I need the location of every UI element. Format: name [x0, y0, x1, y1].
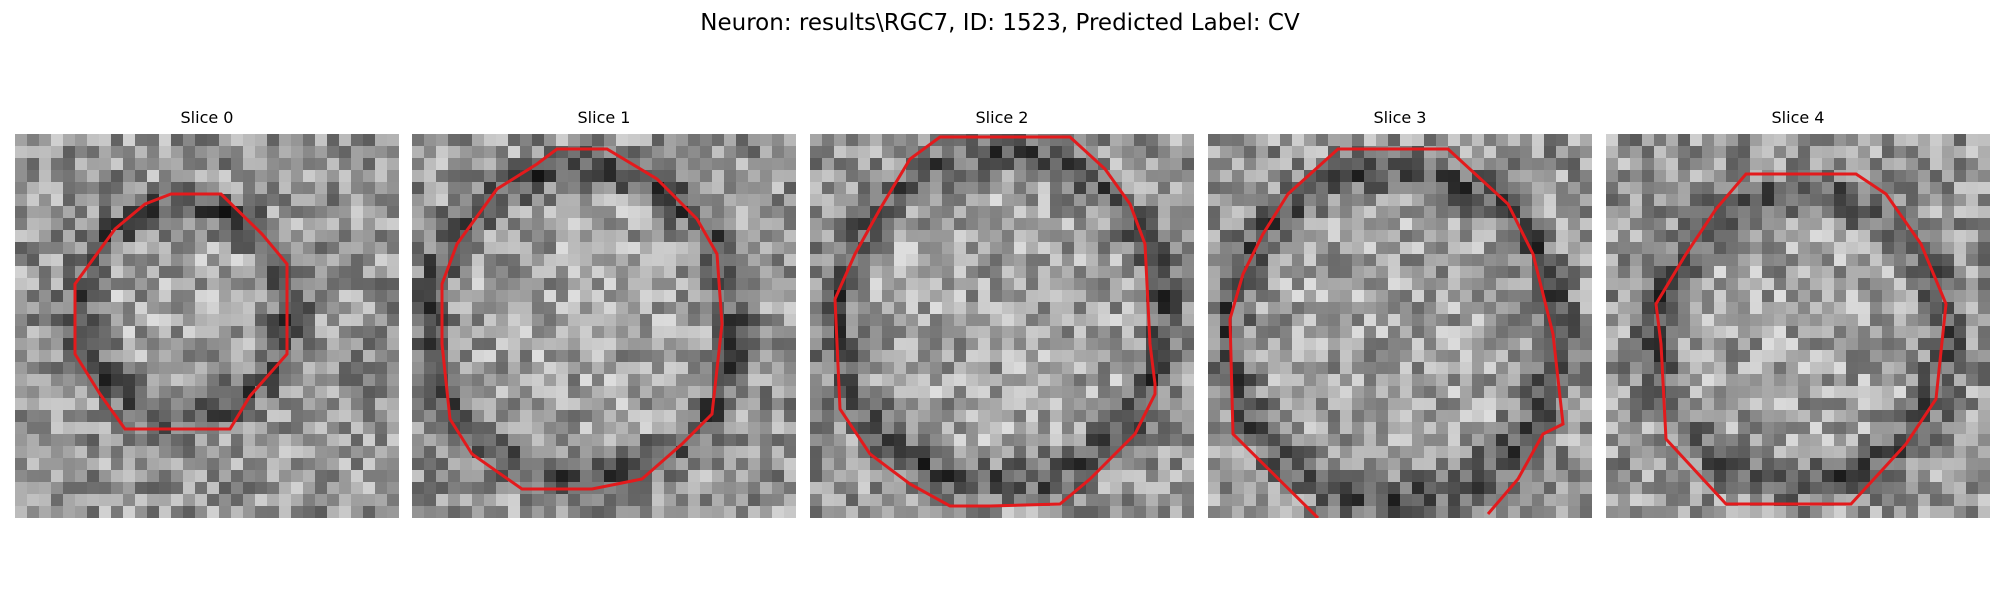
cell-contour — [73, 192, 289, 431]
cell-contour — [833, 135, 1157, 508]
slice-title: Slice 2 — [975, 108, 1029, 127]
grayscale-noise — [15, 134, 399, 518]
grayscale-noise — [810, 134, 1194, 518]
slice-panel-1: Slice 1 — [412, 108, 796, 518]
slice-title: Slice 1 — [577, 108, 631, 127]
grayscale-noise — [1606, 134, 1990, 518]
cell-contour — [440, 147, 724, 491]
slice-image — [1606, 134, 1990, 518]
slice-image — [1208, 134, 1592, 518]
slice-title: Slice 0 — [180, 108, 234, 127]
slice-panel-3: Slice 3 — [1208, 108, 1592, 518]
slice-title: Slice 4 — [1771, 108, 1825, 127]
slice-panel-4: Slice 4 — [1606, 108, 1990, 518]
slice-image — [412, 134, 796, 518]
slice-panel-0: Slice 0 — [15, 108, 399, 518]
figure-title: Neuron: results\RGC7, ID: 1523, Predicte… — [700, 10, 1300, 36]
slice-image — [15, 134, 399, 518]
grayscale-noise — [1208, 134, 1592, 518]
slice-title: Slice 3 — [1373, 108, 1427, 127]
slice-panel-2: Slice 2 — [810, 108, 1194, 518]
grayscale-noise — [412, 134, 796, 518]
cell-contour — [1654, 172, 1948, 506]
cell-contour — [1228, 147, 1565, 518]
slice-image — [810, 134, 1194, 518]
